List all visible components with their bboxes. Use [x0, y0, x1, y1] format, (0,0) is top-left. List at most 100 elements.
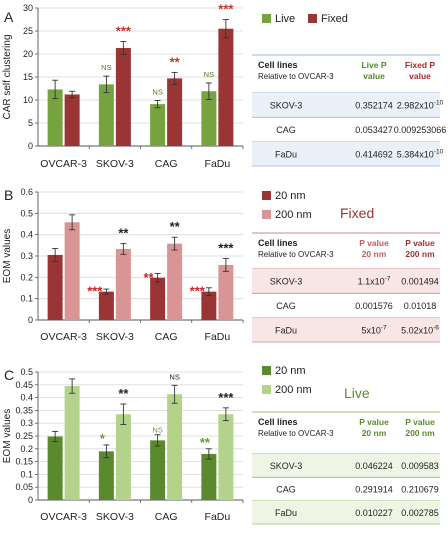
table-cell: FaDu [275, 325, 297, 335]
table-cell: FaDu [275, 149, 297, 159]
table-header-cell: Cell lines [258, 417, 298, 427]
panel-letter: A [4, 9, 14, 25]
y-tick-label: 0.45 [15, 380, 33, 390]
y-tick-label: 0.4 [20, 230, 33, 240]
x-tick-label: SKOV-3 [96, 331, 134, 343]
table-cell: 5.384x10-10 [397, 148, 444, 159]
table-cell: 5x10-7 [361, 324, 387, 335]
table-cell: SKOV-3 [270, 101, 303, 111]
y-tick-label: 0.2 [20, 272, 33, 282]
bar-20-nm [150, 277, 166, 320]
table-cell: 0.01018 [404, 301, 437, 311]
table-row-bg [252, 500, 440, 524]
bar-20-nm [201, 291, 217, 320]
bar-fixed [167, 78, 183, 146]
bar-fixed [64, 94, 80, 146]
legend-label: Live [275, 13, 295, 25]
table-cell: 0.210679 [401, 485, 439, 495]
y-tick-label: 0 [28, 495, 33, 505]
y-tick-label: 15 [23, 72, 33, 82]
table-cell: CAG [276, 125, 296, 135]
table-cell: 0.010227 [355, 508, 393, 518]
table-cell: CAG [276, 301, 296, 311]
significance-mark: *** [218, 390, 234, 405]
bar-200-nm [64, 386, 80, 500]
table-header-cell: value [409, 71, 431, 81]
table-header-cell: P value [359, 238, 389, 248]
bar-20-nm [150, 440, 166, 500]
table-header-cell: 200 nm [405, 428, 435, 438]
table-header-cell: value [363, 71, 385, 81]
significance-mark: * [100, 431, 106, 446]
significance-mark: ** [170, 54, 181, 69]
y-tick-label: 0.05 [15, 482, 33, 492]
panel-letter: C [4, 367, 14, 383]
y-tick-label: 0.5 [20, 367, 33, 377]
bar-200-nm [115, 414, 131, 500]
bar-20-nm [47, 436, 63, 500]
table-header-cell: P value [405, 238, 435, 248]
table-cell: 0.414692 [355, 149, 393, 159]
table-header-cell: Relative to OVCAR-3 [258, 250, 334, 259]
x-tick-label: CAG [155, 511, 178, 523]
table-header-cell: Cell lines [258, 60, 298, 70]
table-cell: SKOV-3 [270, 461, 303, 471]
bar-20-nm [47, 254, 63, 320]
y-tick-label: 0.25 [15, 431, 33, 441]
significance-mark: ** [144, 270, 155, 285]
x-tick-label: OVCAR-3 [40, 511, 87, 523]
bar-20-nm [98, 451, 114, 500]
legend-swatch [262, 191, 271, 200]
table-cell: 0.046224 [355, 461, 393, 471]
y-tick-label: 0.6 [20, 187, 33, 197]
x-tick-label: FaDu [205, 158, 231, 170]
significance-mark: NS [101, 63, 111, 72]
x-tick-label: CAG [155, 331, 178, 343]
table-header-cell: 200 nm [405, 249, 435, 259]
significance-mark: *** [116, 24, 132, 39]
bar-20-nm [98, 291, 114, 320]
table-cell: 0.009253066 [394, 125, 447, 135]
table-cell: 0.001576 [355, 301, 393, 311]
significance-mark: NS [152, 87, 162, 96]
table-cell: 0.009583 [401, 461, 439, 471]
table-cell: 1.1x10-7 [358, 276, 391, 287]
table-header-cell: P value [405, 417, 435, 427]
table-row-bg [252, 269, 440, 294]
x-tick-label: SKOV-3 [96, 511, 134, 523]
bar-fixed [218, 28, 234, 147]
table-row-bg [252, 93, 440, 118]
significance-mark: *** [190, 284, 206, 299]
bar-live [98, 84, 114, 146]
y-tick-label: 20 [23, 49, 33, 59]
y-tick-label: 0.5 [20, 208, 33, 218]
table-cell: 5.02x10-6 [401, 324, 439, 335]
table-cell: 0.352174 [355, 101, 393, 111]
legend-label: 20 nm [275, 190, 306, 202]
panel-c: C 0 0.05 0.1 0.15 0.2 0.25 0.3 0.35 0.4 0.45 0.5 EOM… [2, 365, 440, 525]
legend-label: Fixed [321, 13, 348, 25]
y-tick-label: 0.4 [20, 393, 33, 403]
bar-200-nm [218, 414, 234, 500]
y-tick-label: 0.1 [20, 469, 33, 479]
table-cell: 0.001494 [401, 277, 439, 287]
legend-swatch [262, 210, 271, 219]
panel-letter: B [4, 187, 13, 203]
y-tick-label: 5 [28, 118, 33, 128]
panel-title: Live [344, 385, 370, 401]
significance-mark: ** [118, 386, 129, 401]
significance-mark: ** [118, 226, 129, 241]
significance-mark: NS [169, 372, 179, 381]
table-cell: CAG [276, 485, 296, 495]
legend-label: 200 nm [275, 209, 312, 221]
table-header-cell: Relative to OVCAR-3 [258, 429, 334, 438]
table-header-cell: Cell lines [258, 238, 298, 248]
bar-fixed [115, 48, 131, 146]
significance-mark: NS [204, 70, 214, 79]
bar-live [201, 91, 217, 146]
bar-live [47, 89, 63, 146]
x-tick-label: FaDu [205, 331, 231, 343]
table-cell: 0.291914 [355, 485, 393, 495]
y-tick-label: 0.3 [20, 251, 33, 261]
